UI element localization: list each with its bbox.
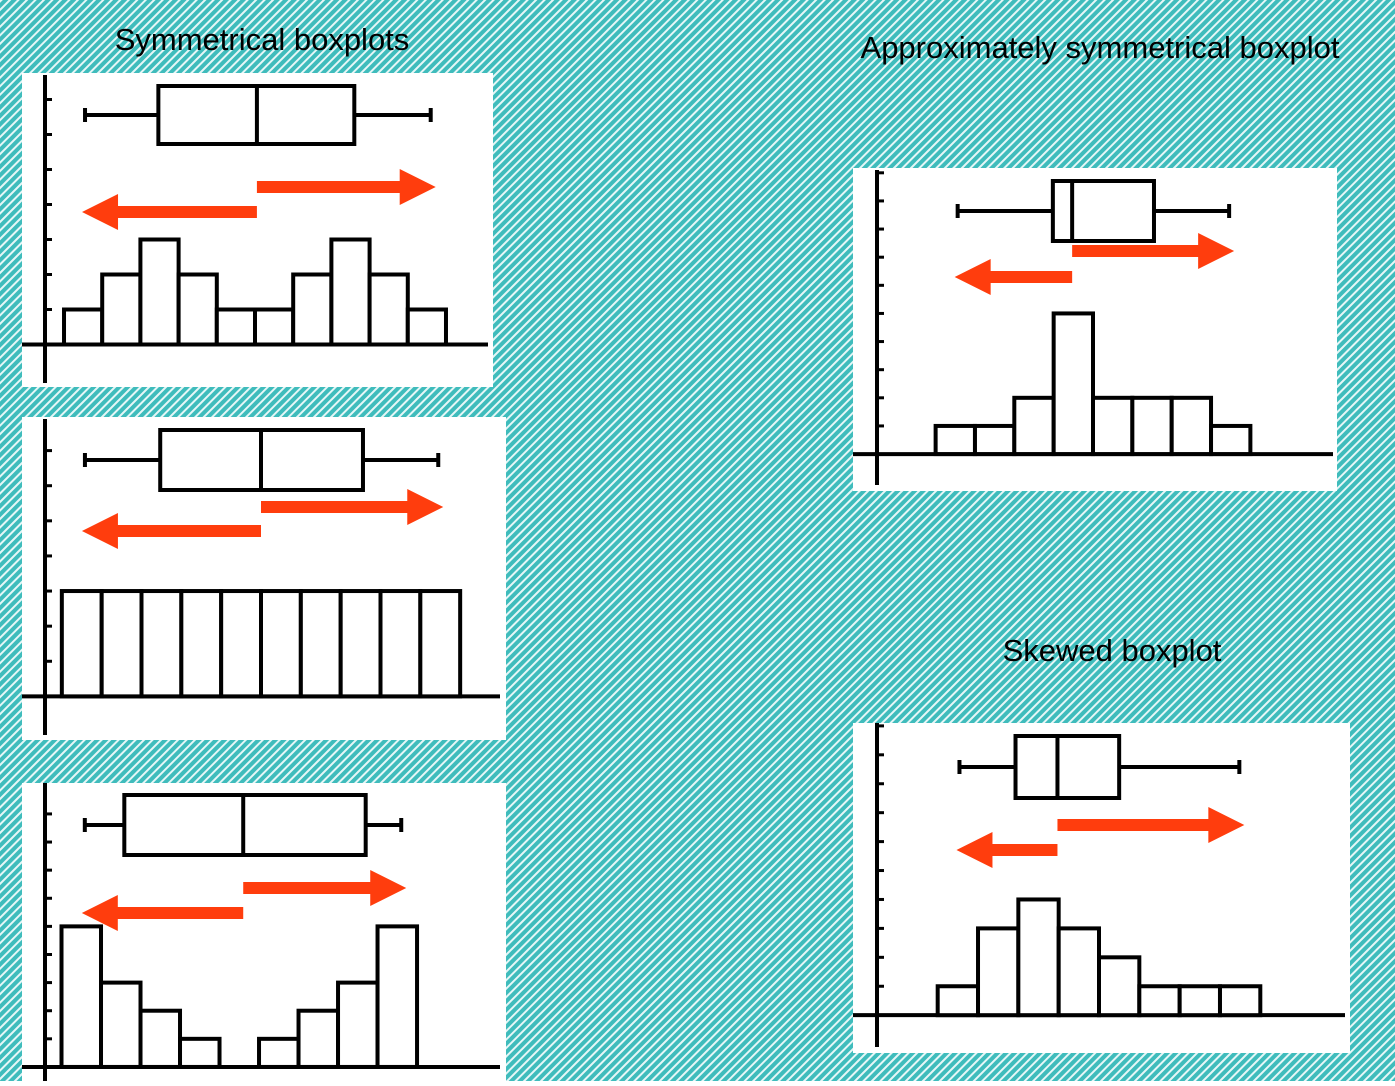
panel-title: Approximately symmetrical boxplot xyxy=(861,30,1340,65)
histogram-bar xyxy=(378,589,423,699)
histogram-bar xyxy=(178,1036,222,1069)
histogram-bar xyxy=(976,926,1021,1018)
histogram-bar xyxy=(1169,395,1214,457)
histogram-bar xyxy=(1130,395,1174,457)
panel-title: Symmetrical boxplots xyxy=(115,22,410,57)
histogram-bar xyxy=(298,589,343,699)
histogram-bar xyxy=(1056,926,1101,1018)
box xyxy=(1050,179,1156,243)
histogram-bar xyxy=(99,589,144,699)
arrow xyxy=(261,489,444,525)
histogram-bar xyxy=(336,980,380,1069)
histogram-bar xyxy=(405,307,448,347)
histogram-bar xyxy=(338,589,383,699)
histogram-bar xyxy=(214,307,258,347)
arrow xyxy=(956,832,1058,868)
histogram-bar xyxy=(179,589,224,699)
histogram-bar xyxy=(972,423,1017,457)
histogram-bar xyxy=(296,1008,341,1069)
histogram-bar xyxy=(176,272,219,347)
histogram-bar xyxy=(418,589,463,699)
histogram-bar xyxy=(1016,897,1061,1018)
histogram-bar xyxy=(375,924,420,1069)
histogram-bar xyxy=(257,1036,301,1069)
histogram-bar xyxy=(1091,395,1135,457)
histogram-bar xyxy=(1097,955,1142,1018)
histogram-bar xyxy=(259,589,303,699)
box xyxy=(1013,734,1122,800)
arrow xyxy=(256,169,436,205)
arrow xyxy=(82,194,257,230)
histogram-bar xyxy=(1209,423,1253,457)
histogram-bar xyxy=(291,272,334,347)
histogram-bar xyxy=(933,423,977,457)
histogram-bar xyxy=(99,980,143,1069)
arrow xyxy=(1072,233,1235,269)
histogram-bar xyxy=(367,272,410,347)
arrow xyxy=(954,259,1073,295)
arrow xyxy=(81,895,244,931)
histogram-bar xyxy=(1012,395,1056,457)
histogram-bar xyxy=(59,924,104,1069)
histogram-bar xyxy=(59,589,104,699)
histogram-bar xyxy=(100,272,143,347)
histogram-bar xyxy=(219,589,264,699)
panel-title: Skewed boxplot xyxy=(1003,633,1222,668)
arrow xyxy=(1057,807,1245,843)
histogram-bar xyxy=(935,984,981,1018)
histogram-bar xyxy=(1217,984,1263,1018)
histogram-bar xyxy=(1177,984,1222,1018)
arrow xyxy=(81,513,261,549)
histogram-bar xyxy=(253,307,296,347)
histogram-bar xyxy=(138,1008,183,1069)
histogram-bar xyxy=(1137,984,1182,1018)
histogram-bar xyxy=(139,589,184,699)
histogram-bar xyxy=(62,307,105,347)
histogram-bar xyxy=(1051,311,1096,457)
arrow xyxy=(243,870,407,906)
histogram-bar xyxy=(329,237,372,347)
histogram-bar xyxy=(138,237,181,347)
